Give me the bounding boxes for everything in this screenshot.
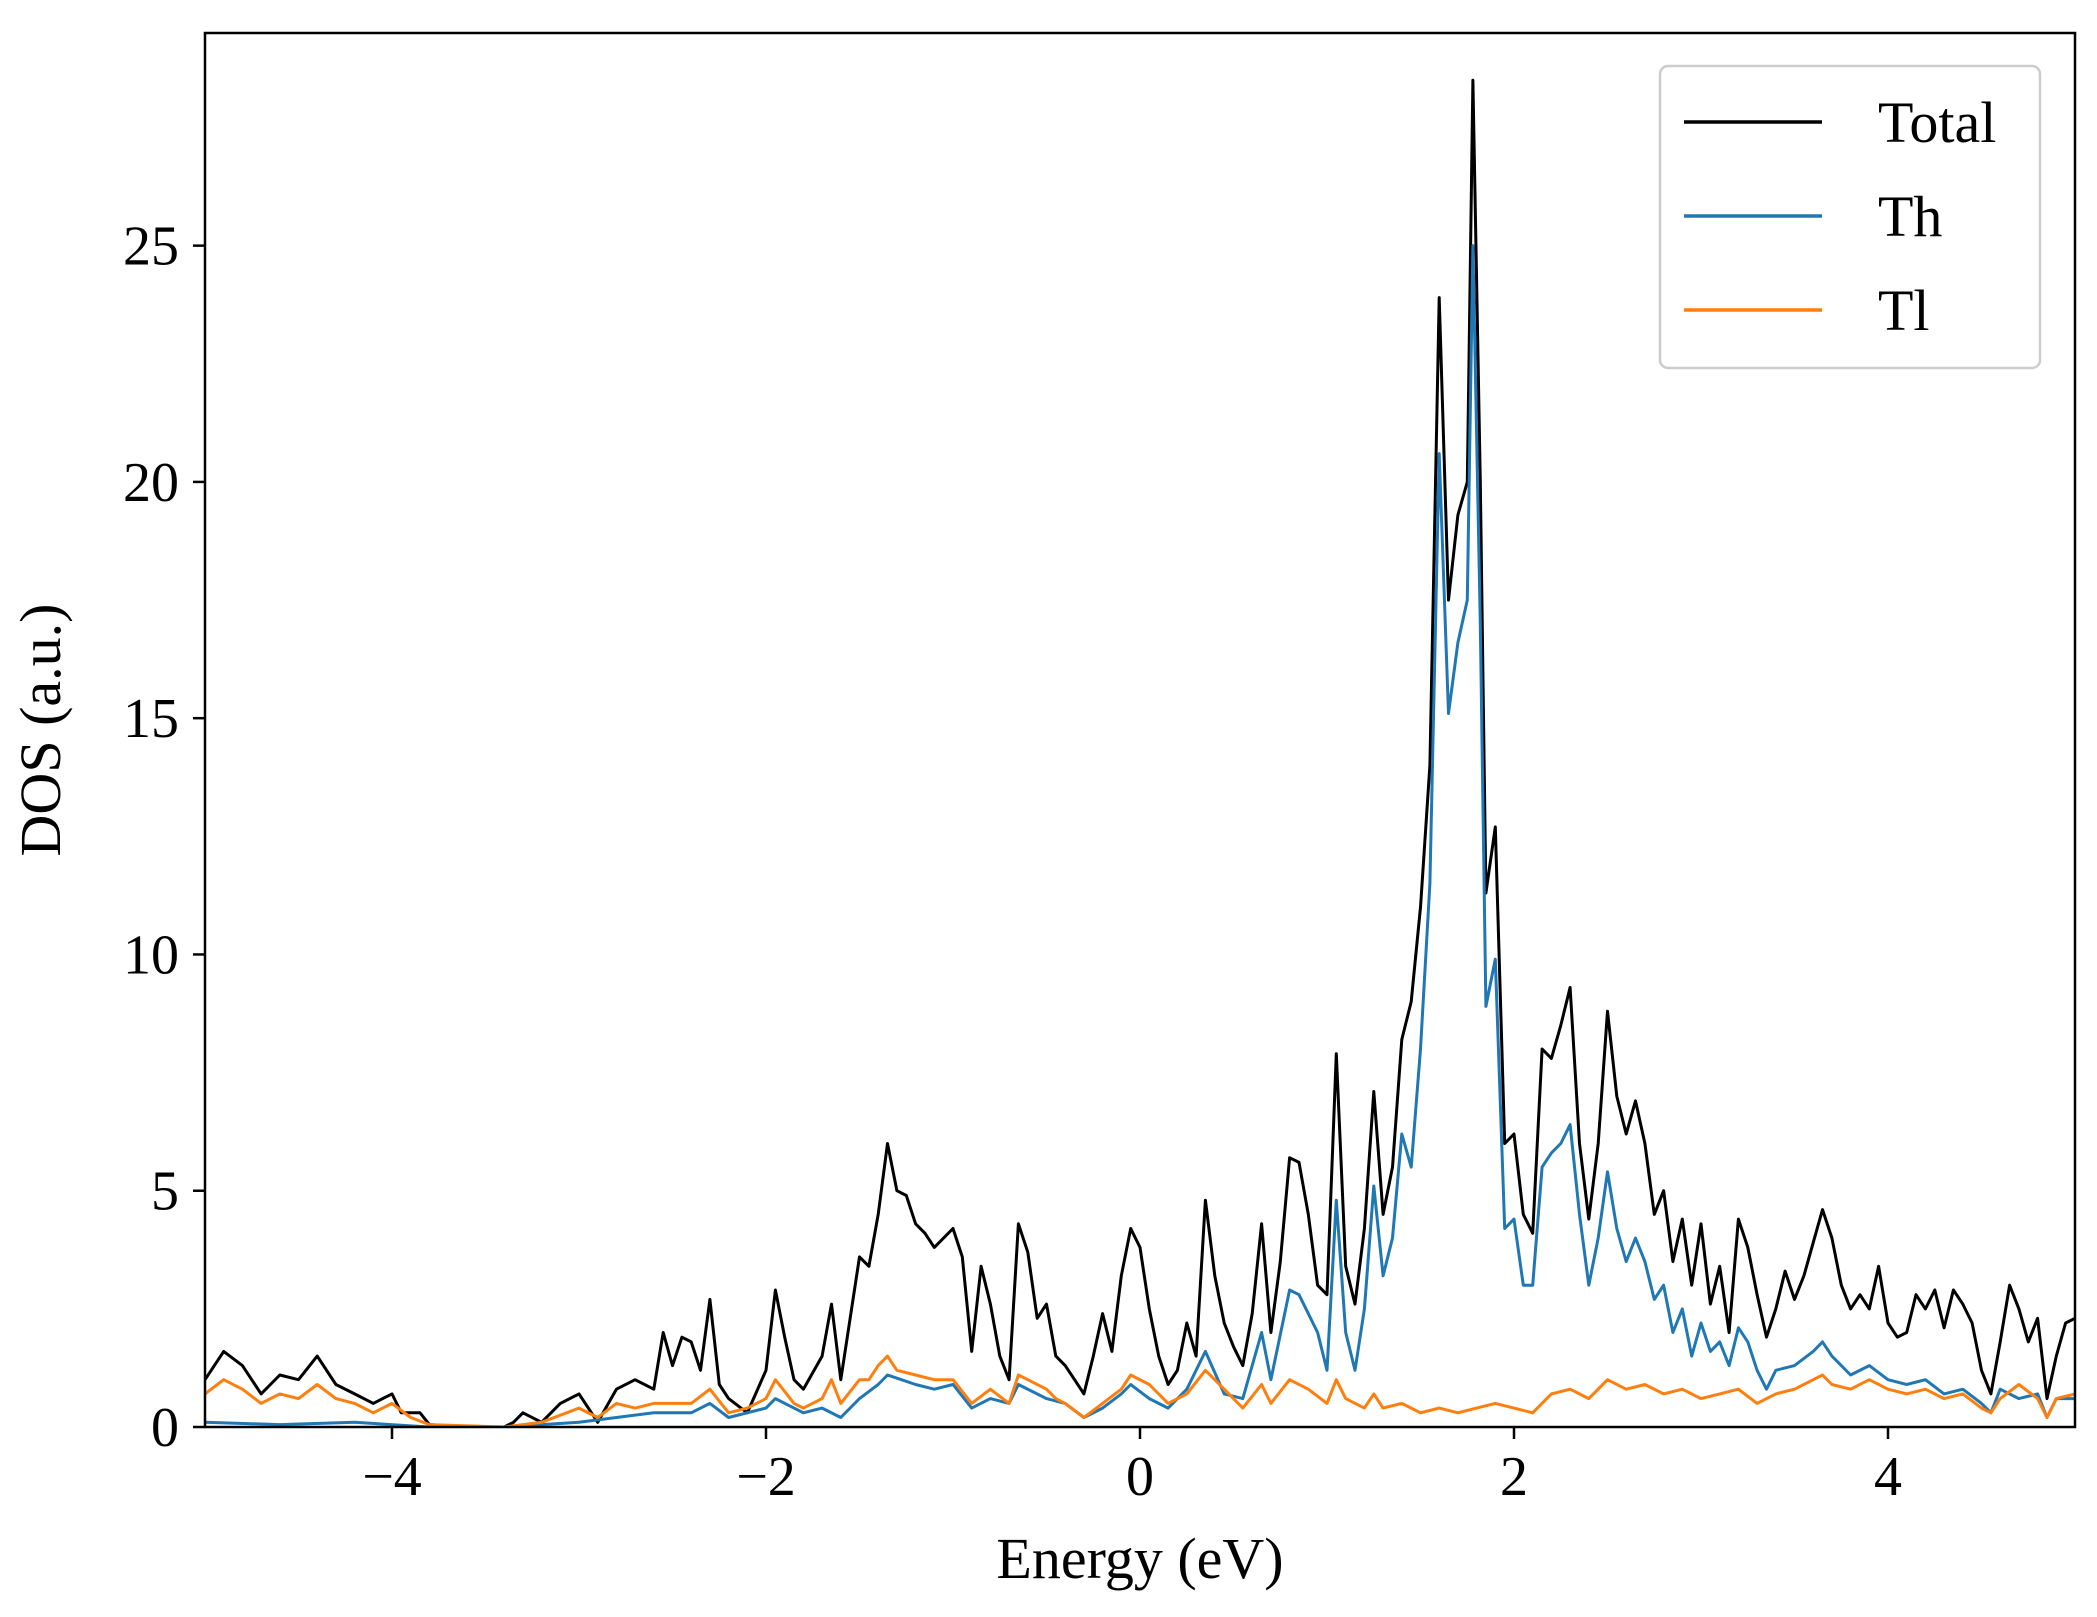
series-line-th <box>205 244 2075 1427</box>
legend-box <box>1658 64 2042 370</box>
y-tick-label: 5 <box>151 1161 179 1223</box>
y-axis-title: DOS (a.u.) <box>8 604 73 857</box>
ticks-layer: −4 −2 0 2 4 0 5 10 15 20 25 <box>123 216 1902 1508</box>
series-line-total <box>205 78 2075 1427</box>
y-tick-label: 25 <box>123 216 179 278</box>
legend-label-total: Total <box>1878 90 1996 155</box>
x-tick-label: 4 <box>1874 1446 1902 1508</box>
x-tick-label: −2 <box>736 1446 796 1508</box>
y-tick-label: 0 <box>151 1397 179 1459</box>
x-axis-title: Energy (eV) <box>996 1526 1283 1591</box>
x-tick-label: 0 <box>1126 1446 1154 1508</box>
legend-label-th: Th <box>1878 184 1942 249</box>
legend: Total Th Tl <box>1658 64 2042 370</box>
x-tick-label: −4 <box>362 1446 422 1508</box>
legend-label-tl: Tl <box>1878 278 1930 343</box>
y-tick-label: 15 <box>123 688 179 750</box>
y-tick-label: 10 <box>123 924 179 986</box>
x-tick-label: 2 <box>1500 1446 1528 1508</box>
series-layer <box>205 78 2075 1427</box>
series-line-tl <box>205 1354 2075 1427</box>
y-tick-label: 20 <box>123 452 179 514</box>
plot-frame <box>203 31 2077 1429</box>
